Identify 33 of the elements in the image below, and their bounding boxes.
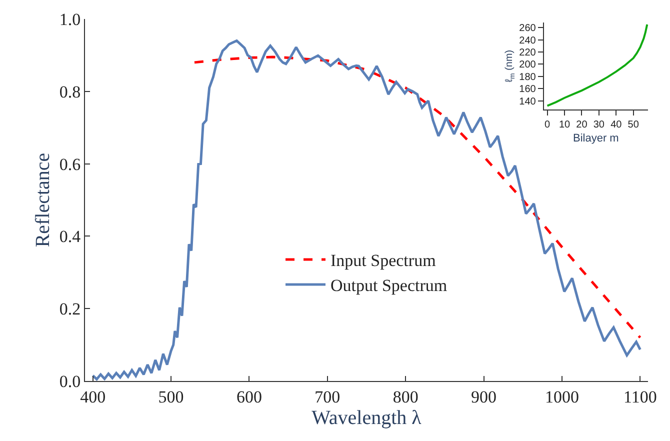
y-tick-label: 1.0 — [59, 10, 81, 29]
x-tick-label: 500 — [158, 387, 184, 406]
y-tick-label: 0.6 — [59, 154, 81, 174]
y-tick-label: 0.0 — [59, 372, 81, 391]
y-axis-title: Reflectance — [32, 152, 54, 248]
x-tick-label: 400 — [80, 387, 106, 406]
x-axis-title: Wavelength λ — [312, 406, 422, 429]
y-tick-label: 160 — [519, 84, 536, 96]
x-tick-label: 30 — [593, 120, 605, 130]
y-tick-label: 140 — [519, 96, 536, 108]
y-tick-label: 180 — [519, 72, 536, 83]
x-axis-title: Bilayer m — [573, 132, 619, 145]
x-tick-label: 50 — [628, 120, 640, 130]
x-tick-label: 1100 — [623, 387, 657, 406]
line-series — [546, 23, 648, 107]
x-tick-label: 40 — [610, 120, 622, 130]
y-tick-label: 0.8 — [59, 82, 81, 102]
x-tick-label: 800 — [392, 387, 418, 406]
y-tick-label: 200 — [519, 60, 536, 71]
x-tick-label: 1000 — [544, 387, 579, 406]
x-tick-label: 700 — [314, 387, 340, 406]
legend-label: Input Spectrum — [330, 251, 436, 270]
x-tick-label: 20 — [576, 120, 588, 130]
x-tick-label: 600 — [236, 387, 262, 406]
y-tick-label: 0.2 — [59, 300, 81, 319]
y-tick-label: 260 — [519, 23, 536, 34]
x-tick-label: 900 — [471, 387, 497, 406]
y-tick-label: 0.4 — [59, 227, 82, 246]
y-tick-label: 220 — [519, 47, 536, 58]
x-tick-label: 0 — [544, 120, 551, 130]
legend-label: Output Spectrum — [330, 276, 448, 296]
y-tick-label: 240 — [519, 35, 536, 46]
x-tick-label: 10 — [558, 120, 571, 130]
